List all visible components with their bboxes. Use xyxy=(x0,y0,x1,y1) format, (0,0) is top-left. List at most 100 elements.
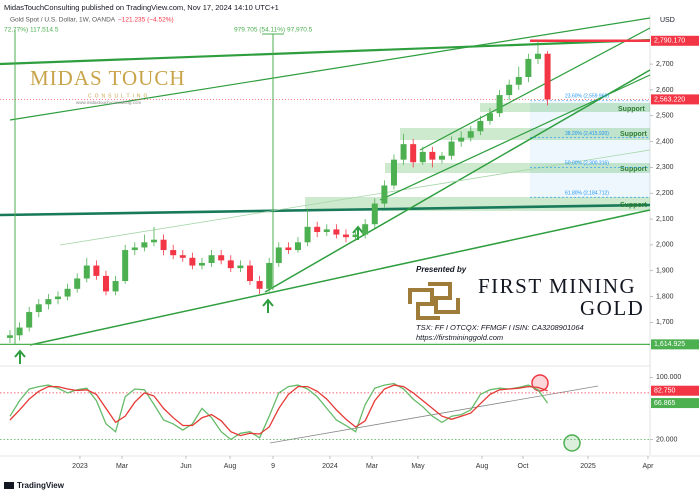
candle-body xyxy=(45,299,52,305)
support-zone xyxy=(400,128,650,140)
candle-body xyxy=(390,159,397,186)
candle-body xyxy=(64,288,71,297)
x-tick-label: Mar xyxy=(116,463,129,470)
logo-url: www.midastouch-consulting.com xyxy=(76,100,142,105)
publisher: MidasTouchConsulting published on Tradin… xyxy=(4,3,279,12)
candle-body xyxy=(458,137,465,142)
candle-body xyxy=(141,242,148,248)
measure-label: 72,77%) 117,514.5 xyxy=(4,27,59,34)
price-label: 1,614.925 xyxy=(654,341,685,348)
candle-body xyxy=(486,113,493,121)
candle-body xyxy=(400,144,407,160)
x-tick-label: Mar xyxy=(366,463,379,470)
candle-body xyxy=(294,242,301,251)
stoch-line xyxy=(9,384,548,437)
sponsor-url: https://firstmininggold.com xyxy=(416,333,503,342)
candle-body xyxy=(285,247,292,251)
trendline xyxy=(379,74,651,201)
sponsor-emblem xyxy=(408,282,460,320)
candle-body xyxy=(525,58,532,77)
price-label: 2,790.170 xyxy=(654,38,685,45)
candle-body xyxy=(74,278,81,289)
candle-body xyxy=(179,255,186,258)
y-tick-label: 2,000 xyxy=(656,242,674,249)
arrow-up xyxy=(352,225,364,240)
symbol: Gold Spot / U.S. Dollar, 1W, OANDA xyxy=(10,17,116,24)
arrow-up xyxy=(262,298,274,313)
candle-body xyxy=(83,265,90,279)
support-zone xyxy=(385,163,650,173)
price-label-box xyxy=(651,339,699,350)
candle-body xyxy=(342,234,349,238)
footer: TradingView xyxy=(17,481,65,490)
y-tick-label: 20.000 xyxy=(656,436,678,443)
y-tick-label: 2,200 xyxy=(656,190,674,197)
y-tick-label: 2,600 xyxy=(656,87,674,94)
highlight-circle xyxy=(563,434,581,452)
fib-label: 61.80% (2,184.712) xyxy=(565,191,609,197)
stoch-trendline xyxy=(269,385,599,444)
candle-body xyxy=(246,265,253,282)
currency: USD xyxy=(660,17,675,24)
candle-body xyxy=(467,131,474,138)
candle-body xyxy=(429,151,436,160)
candle-body xyxy=(54,296,61,300)
measure-label: 979.705 (54.11%) 97,970.5 xyxy=(234,27,313,34)
candle-body xyxy=(122,250,129,282)
x-tick-label: Aug xyxy=(476,463,489,470)
candle-body xyxy=(477,120,484,132)
candle-body xyxy=(333,229,340,235)
candle-body xyxy=(371,203,378,225)
x-tick-label: Apr xyxy=(643,463,655,470)
candle-body xyxy=(102,275,109,292)
price-label-box xyxy=(651,385,699,396)
candle-body xyxy=(496,95,503,114)
y-tick-label: 1,700 xyxy=(656,319,674,326)
candle-body xyxy=(26,312,33,328)
y-tick-label: 2,400 xyxy=(656,138,674,145)
candle-body xyxy=(93,265,100,276)
candle-body xyxy=(314,226,321,232)
support-label: Support xyxy=(620,166,647,173)
candle-body xyxy=(438,155,445,160)
candle-body xyxy=(198,262,205,266)
x-tick-label: 9 xyxy=(271,463,275,470)
price-label-box xyxy=(651,94,699,105)
x-tick-label: 2023 xyxy=(72,463,88,470)
candle-body xyxy=(544,53,551,100)
y-tick-label: 2,700 xyxy=(656,61,674,68)
stoch-line xyxy=(9,382,549,441)
candle-body xyxy=(323,229,330,232)
candle-body xyxy=(506,84,513,96)
candle-body xyxy=(304,226,311,243)
trendline xyxy=(0,203,651,217)
candle-body xyxy=(381,185,388,204)
x-tick-label: May xyxy=(411,463,425,470)
candle-body xyxy=(6,335,13,338)
candle-body xyxy=(266,262,273,289)
fib-label: 50.00% (2,300.316) xyxy=(565,161,609,167)
trendline xyxy=(29,209,651,346)
candle-body xyxy=(16,327,23,336)
y-tick-label: 2,500 xyxy=(656,113,674,120)
trendline xyxy=(9,17,651,121)
fib-label: 38.20% (2,415.920) xyxy=(565,131,609,137)
change: −121.235 (−4.52%) xyxy=(118,17,174,24)
candle-body xyxy=(227,260,234,269)
drawings xyxy=(0,17,651,452)
x-tick-label: 2024 xyxy=(322,463,338,470)
candle-body xyxy=(150,239,157,243)
trendline xyxy=(419,27,651,151)
y-tick-label: 2,100 xyxy=(656,216,674,223)
price-label: 2,563.220 xyxy=(654,96,685,103)
candle-body xyxy=(419,151,426,163)
y-tick-label: 2,300 xyxy=(656,164,674,171)
support-label: Support xyxy=(620,131,647,138)
candle-body xyxy=(170,250,177,256)
trendline xyxy=(59,149,651,246)
fib-zone xyxy=(530,101,650,198)
candle-body xyxy=(131,247,138,251)
candle-body xyxy=(275,247,282,263)
candle-body xyxy=(189,257,196,266)
